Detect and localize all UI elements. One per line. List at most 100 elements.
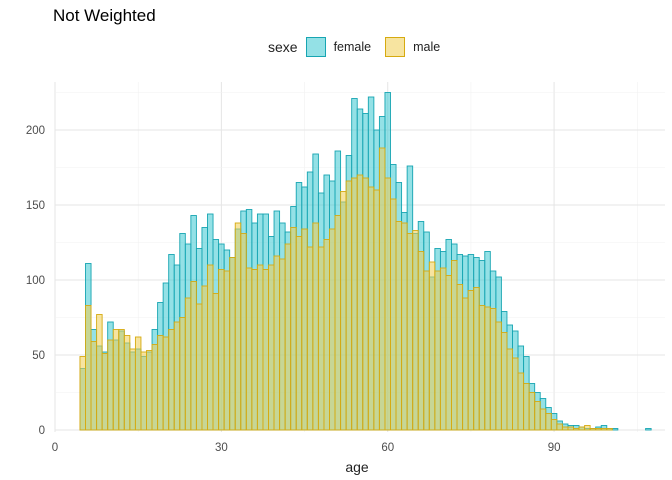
bar-male (589, 428, 597, 431)
bar-male (146, 350, 153, 431)
bar-male (484, 306, 491, 431)
bar-male (584, 425, 591, 431)
y-tick-labels: 0 50 100 150 200 (26, 125, 45, 437)
y-tick-label: 0 (39, 425, 45, 437)
bar-male (500, 332, 508, 431)
bar-male (345, 180, 353, 431)
bar-male (112, 329, 120, 431)
legend-label-male: male (413, 40, 441, 54)
bar-male (528, 392, 536, 431)
bar-male (279, 258, 286, 431)
bar-male (517, 372, 525, 431)
y-tick-label: 100 (26, 275, 45, 287)
bar-male (573, 428, 580, 431)
bar-male (85, 305, 92, 431)
bar-male (561, 426, 569, 431)
bar-male (428, 261, 436, 431)
legend-key-female (305, 37, 326, 57)
bar-male (462, 297, 469, 431)
bar-male (218, 269, 225, 431)
legend-item-male: male (385, 37, 440, 57)
bar-male (207, 264, 214, 431)
bar-male (234, 222, 242, 431)
bar-male (390, 198, 397, 431)
bar-male (384, 177, 391, 431)
chart-title: Not Weighted (53, 6, 156, 25)
bar-male (362, 177, 369, 431)
bar-male (395, 221, 403, 431)
bar-male (340, 191, 347, 431)
bar-male (140, 351, 147, 431)
bar-male (329, 228, 336, 431)
bar-male (373, 189, 380, 431)
bar-male (223, 270, 231, 431)
legend-key-male (385, 37, 406, 57)
bar-male (284, 243, 292, 431)
bar-male (129, 348, 136, 431)
bar-male (151, 344, 159, 431)
bar-male (445, 275, 452, 431)
bar-male (317, 246, 325, 431)
bar-male (351, 177, 358, 431)
bar-male (606, 428, 613, 431)
bar-male (512, 357, 519, 431)
bar-male (173, 321, 181, 431)
bar-male (229, 257, 236, 431)
bar-male (312, 222, 319, 431)
bar-male (545, 413, 552, 431)
bar-male (539, 408, 547, 431)
bar-male (157, 335, 164, 431)
bar-male (489, 308, 497, 431)
bar-male (367, 186, 375, 431)
y-tick-label: 200 (26, 125, 45, 137)
bar-male (550, 419, 558, 431)
legend-title: sexe (268, 39, 298, 55)
bar-male (212, 293, 220, 431)
bar-male (79, 356, 86, 431)
bar-male (478, 305, 486, 431)
bar-male (301, 228, 308, 431)
bar-male (451, 260, 458, 431)
bar-male (495, 321, 502, 431)
bar-male (256, 264, 264, 431)
bar-male (240, 233, 247, 431)
bar-male (262, 269, 269, 431)
bar-male (534, 401, 541, 431)
bar-male (523, 383, 530, 431)
bar-male (401, 222, 408, 431)
legend-label-female: female (333, 40, 372, 54)
bar-male (273, 255, 281, 431)
bar-male (295, 236, 303, 431)
bar-male (556, 423, 563, 431)
bar-male (168, 329, 175, 431)
x-tick-label: 60 (381, 442, 394, 454)
bar-male (96, 314, 103, 431)
bar-male (306, 246, 314, 431)
bar-male (434, 270, 441, 431)
bar-male (334, 215, 342, 431)
x-tick-label: 90 (548, 442, 561, 454)
x-axis-label: age (345, 459, 369, 475)
bar-male (245, 267, 253, 431)
bar-male (600, 428, 608, 431)
bar-male (595, 428, 602, 431)
bar-male (195, 303, 203, 431)
bar-female (645, 428, 652, 431)
bar-male (456, 284, 464, 431)
bar-male (268, 264, 275, 431)
bar-male (356, 174, 364, 431)
x-tick-label: 0 (52, 442, 58, 454)
bar-male (406, 233, 414, 431)
bar-male (417, 251, 425, 431)
bar-male (290, 227, 297, 431)
y-tick-label: 50 (32, 350, 45, 362)
bar-male (251, 269, 258, 431)
bar-male (567, 426, 574, 431)
bar-female (611, 428, 619, 431)
bar-male (162, 336, 170, 431)
bar-male (90, 341, 98, 431)
bar-male (123, 335, 131, 431)
bar-male (107, 339, 114, 431)
bar-male (323, 239, 330, 431)
x-tick-labels: 0 30 60 90 (52, 442, 561, 454)
